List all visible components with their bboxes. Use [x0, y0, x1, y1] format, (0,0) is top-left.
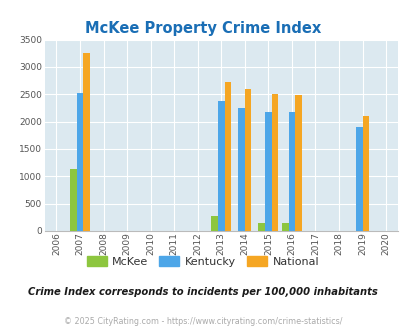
Text: Crime Index corresponds to incidents per 100,000 inhabitants: Crime Index corresponds to incidents per… — [28, 287, 377, 297]
Bar — [264, 112, 271, 231]
Text: © 2025 CityRating.com - https://www.cityrating.com/crime-statistics/: © 2025 CityRating.com - https://www.city… — [64, 317, 341, 326]
Legend: McKee, Kentucky, National: McKee, Kentucky, National — [82, 251, 323, 271]
Bar — [217, 101, 224, 231]
Bar — [294, 95, 301, 231]
Bar — [281, 223, 288, 231]
Bar — [77, 93, 83, 231]
Bar — [258, 223, 264, 231]
Bar — [238, 108, 244, 231]
Bar — [224, 82, 230, 231]
Text: McKee Property Crime Index: McKee Property Crime Index — [85, 21, 320, 36]
Bar — [244, 89, 251, 231]
Bar — [70, 169, 77, 231]
Bar — [271, 94, 277, 231]
Bar — [83, 53, 90, 231]
Bar — [362, 115, 368, 231]
Bar — [355, 127, 362, 231]
Bar — [211, 216, 217, 231]
Bar — [288, 112, 294, 231]
